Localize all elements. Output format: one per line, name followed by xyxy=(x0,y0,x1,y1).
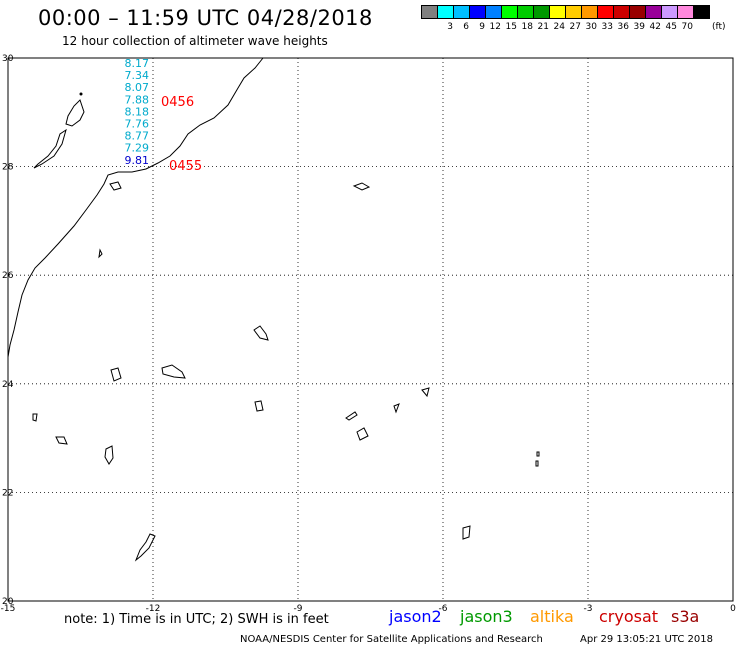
colorbar-label: 27 xyxy=(569,22,581,32)
colorbar-label: 42 xyxy=(649,22,661,32)
colorbar-label: 39 xyxy=(633,22,645,32)
map-subtitle: 12 hour collection of altimeter wave hei… xyxy=(62,34,328,48)
island-m xyxy=(536,451,540,457)
island-p xyxy=(134,533,156,562)
satellite-legend-entry: jason3 xyxy=(460,607,513,626)
island-o xyxy=(462,525,471,540)
satellite-legend-entry: altika xyxy=(530,607,574,626)
island-b xyxy=(253,325,269,341)
map-grid xyxy=(7,57,734,602)
colorbar-label: 24 xyxy=(553,22,565,32)
satellite-legend-entry: cryosat xyxy=(599,607,659,626)
island-l xyxy=(104,445,114,465)
colorbar-label: 15 xyxy=(505,22,517,32)
wave-height-value: 8.18 xyxy=(125,105,150,118)
axis-tick-labels: -15 -12 -9 -6 -3 0 30 28 26 24 22 20 xyxy=(1,54,736,614)
island-small-1 xyxy=(98,248,103,259)
island-fuerteventura xyxy=(33,128,67,169)
island-c xyxy=(110,367,122,382)
wave-height-labels: 8.177.348.077.888.187.768.777.299.81 xyxy=(125,57,150,167)
satellite-legend-entry: jason2 xyxy=(389,607,442,626)
latitude-tick-label: 28 xyxy=(2,163,14,173)
colorbar-label: 33 xyxy=(601,22,613,32)
island-e xyxy=(254,400,264,412)
colorbar-labels: 3 6 9 12 15 18 21 24 27 30 33 36 39 42 45 70 (ft) xyxy=(421,22,726,32)
map-title: 00:00 – 11:59 UTC 04/28/2018 xyxy=(38,6,373,30)
colorbar-label: 30 xyxy=(585,22,597,32)
wave-height-value: 7.76 xyxy=(125,118,150,131)
wave-height-value: 7.34 xyxy=(125,69,150,82)
footer-note: note: 1) Time is in UTC; 2) SWH is in fe… xyxy=(64,612,329,627)
longitude-tick-label: -6 xyxy=(439,604,448,614)
wave-height-value: 8.77 xyxy=(125,130,150,143)
colorbar xyxy=(421,5,710,19)
island-n xyxy=(535,460,539,467)
credit-text: NOAA/NESDIS Center for Satellite Applica… xyxy=(240,634,543,645)
colorbar-label: 36 xyxy=(617,22,629,32)
colorbar-label: 18 xyxy=(521,22,533,32)
colorbar-label: 9 xyxy=(479,22,485,32)
african-coastline xyxy=(7,57,264,358)
wave-height-value: 7.29 xyxy=(125,142,150,155)
pass-time-label: 0456 xyxy=(161,95,194,110)
island-j xyxy=(32,413,38,422)
wave-height-value: 9.81 xyxy=(125,154,150,167)
island-a xyxy=(352,182,371,191)
colorbar-label: 70 xyxy=(681,22,693,32)
map-frame xyxy=(7,57,734,602)
wave-height-value: 8.07 xyxy=(125,81,150,94)
pass-time-labels: 0456 0455 xyxy=(161,95,202,174)
colorbar-swatch xyxy=(693,5,710,19)
longitude-tick-label: -9 xyxy=(294,604,303,614)
latitude-tick-label: 22 xyxy=(2,488,13,498)
island-islet xyxy=(79,92,83,96)
latitude-tick-label: 26 xyxy=(2,271,14,281)
pass-time-label: 0455 xyxy=(169,159,202,174)
island-f xyxy=(421,387,430,398)
island-h xyxy=(345,411,358,421)
colorbar-label: 6 xyxy=(463,22,469,32)
wave-height-value: 8.17 xyxy=(125,57,150,70)
island-g xyxy=(393,403,400,414)
colorbar-label: 45 xyxy=(665,22,677,32)
island-i xyxy=(356,427,369,441)
island-lanzarote xyxy=(65,99,85,127)
island-d xyxy=(161,364,186,379)
latitude-tick-label: 20 xyxy=(2,597,14,607)
satellite-legend-entry: s3a xyxy=(671,607,700,626)
colorbar-label: 3 xyxy=(447,22,453,32)
island-coast-fragment xyxy=(109,181,122,191)
colorbar-unit: (ft) xyxy=(712,22,726,32)
island-k xyxy=(55,436,68,445)
latitude-tick-label: 24 xyxy=(2,380,14,390)
longitude-tick-label: -15 xyxy=(1,604,16,614)
longitude-tick-label: -3 xyxy=(584,604,593,614)
colorbar-label: 21 xyxy=(537,22,549,32)
colorbar-label: 12 xyxy=(489,22,501,32)
generated-timestamp: Apr 29 13:05:21 UTC 2018 xyxy=(580,634,713,645)
longitude-tick-label: 0 xyxy=(730,604,736,614)
longitude-tick-label: -12 xyxy=(146,604,161,614)
wave-height-value: 7.88 xyxy=(125,93,150,106)
latitude-tick-label: 30 xyxy=(2,54,14,64)
